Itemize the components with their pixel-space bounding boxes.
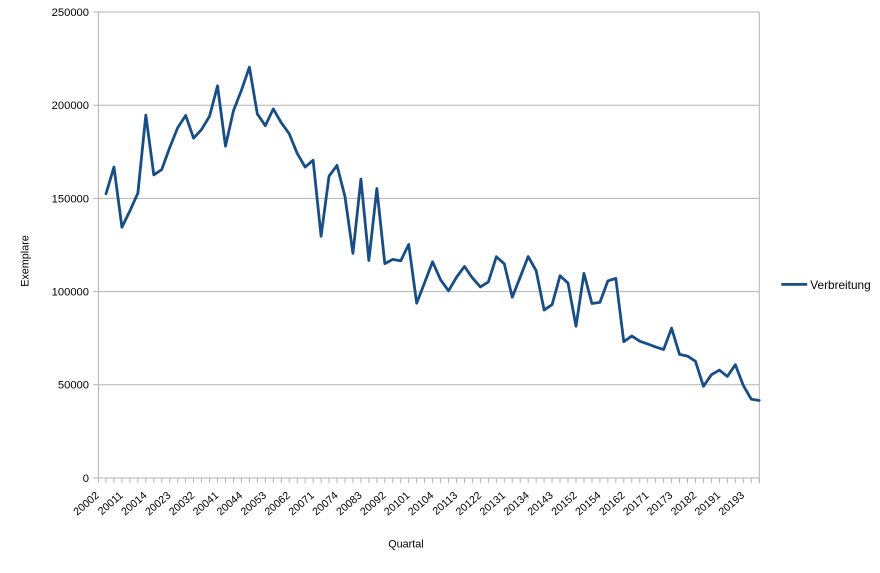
svg-text:Quartal: Quartal — [388, 539, 423, 551]
svg-text:Verbreitung: Verbreitung — [810, 278, 870, 292]
svg-text:0: 0 — [83, 473, 89, 485]
svg-text:250000: 250000 — [52, 7, 89, 19]
svg-text:200000: 200000 — [52, 100, 89, 112]
svg-text:Exemplare: Exemplare — [20, 235, 32, 287]
svg-text:50000: 50000 — [58, 380, 89, 392]
svg-text:100000: 100000 — [52, 287, 89, 299]
svg-text:150000: 150000 — [52, 193, 89, 205]
